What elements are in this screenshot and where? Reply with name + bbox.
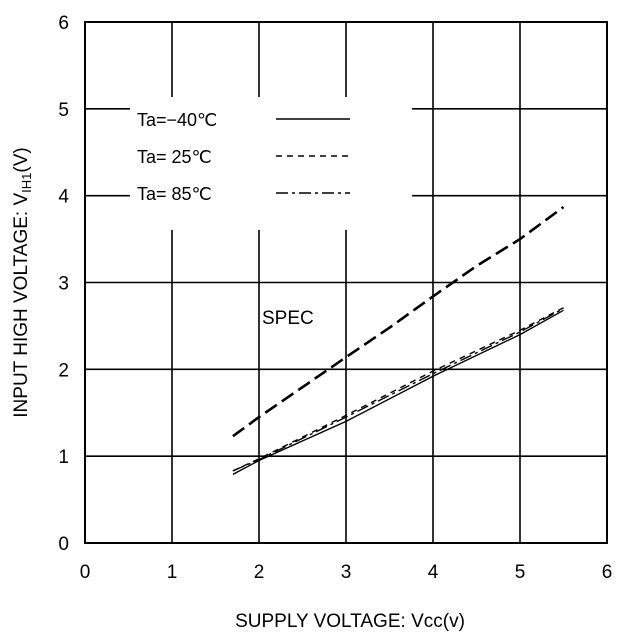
y-axis-label-main: INPUT HIGH VOLTAGE: V <box>11 193 32 418</box>
spec-line <box>232 205 565 438</box>
legend: Ta=−40℃ Ta= 25℃ Ta= 85℃ <box>130 97 412 230</box>
series-line <box>232 307 564 472</box>
x-tick-label: 3 <box>341 562 352 583</box>
y-tick-label: 1 <box>58 447 69 468</box>
y-tick-label: 2 <box>58 360 69 381</box>
y-tick-labels: 0 1 2 3 4 5 6 <box>58 13 69 555</box>
legend-label: Ta=−40℃ <box>137 110 217 130</box>
x-tick-labels: 0 1 2 3 4 5 6 <box>80 562 613 583</box>
legend-label: Ta= 25℃ <box>137 147 212 167</box>
legend-label: Ta= 85℃ <box>137 184 212 204</box>
x-tick-label: 2 <box>254 562 265 583</box>
y-axis-label: INPUT HIGH VOLTAGE: VIH1(V) <box>11 147 34 417</box>
x-tick-label: 5 <box>515 562 526 583</box>
annotations: SPEC <box>262 308 314 329</box>
y-tick-label: 6 <box>58 13 69 34</box>
y-tick-label: 4 <box>58 187 69 208</box>
y-axis-label-suffix: (V) <box>11 147 32 172</box>
x-tick-label: 0 <box>80 562 91 583</box>
annotation-label: SPEC <box>262 308 314 329</box>
y-tick-label: 0 <box>58 534 69 555</box>
series-line <box>232 309 564 476</box>
y-tick-label: 3 <box>58 274 69 295</box>
x-tick-label: 4 <box>428 562 439 583</box>
series-line <box>232 307 564 472</box>
y-tick-label: 5 <box>58 100 69 121</box>
x-tick-label: 6 <box>602 562 613 583</box>
y-axis-label-subscript: IH1 <box>19 173 34 193</box>
legend-box <box>130 97 412 230</box>
x-axis-label: SUPPLY VOLTAGE: Vcc(v) <box>235 611 465 632</box>
x-tick-label: 1 <box>167 562 178 583</box>
plot-frame <box>84 21 608 544</box>
series-group <box>232 205 565 476</box>
